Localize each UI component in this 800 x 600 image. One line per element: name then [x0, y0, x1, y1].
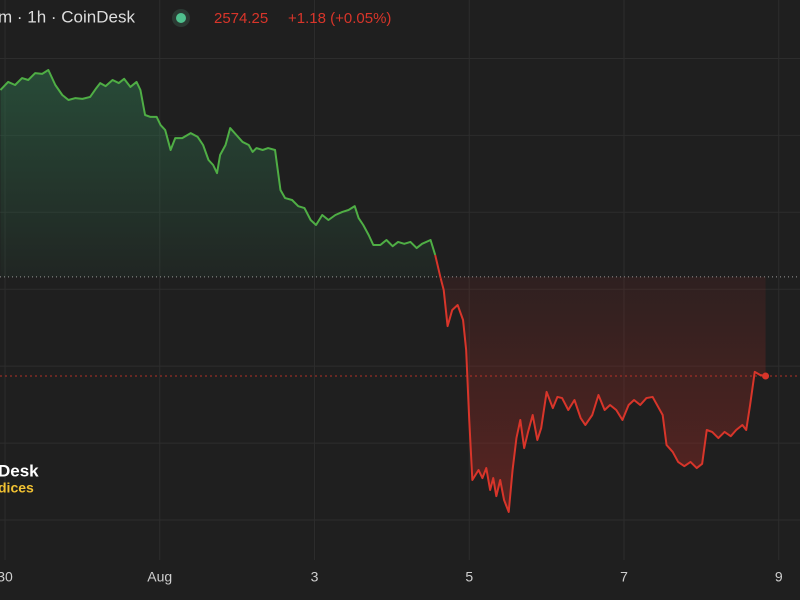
- x-tick-label: 9: [775, 569, 783, 585]
- last-point: [762, 372, 770, 380]
- plot: [0, 0, 800, 560]
- price-line: [439, 277, 766, 513]
- price-line: [0, 69, 437, 256]
- header-change: +1.18 (+0.05%): [288, 10, 391, 27]
- header-price: 2574.25: [214, 10, 268, 27]
- line-connector: [434, 254, 442, 279]
- watermark-sub: dices: [0, 480, 34, 496]
- watermark-brand: Desk: [0, 461, 39, 480]
- area-up: [0, 70, 441, 279]
- header-title: m · 1h · CoinDesk: [0, 7, 135, 26]
- area-down: [440, 276, 766, 512]
- status-dot: [176, 13, 186, 23]
- x-tick-label: 30: [0, 569, 13, 585]
- x-tick-label: Aug: [147, 569, 172, 585]
- x-tick-label: 5: [465, 569, 473, 585]
- x-tick-label: 7: [620, 569, 628, 585]
- x-tick-label: 3: [311, 569, 319, 585]
